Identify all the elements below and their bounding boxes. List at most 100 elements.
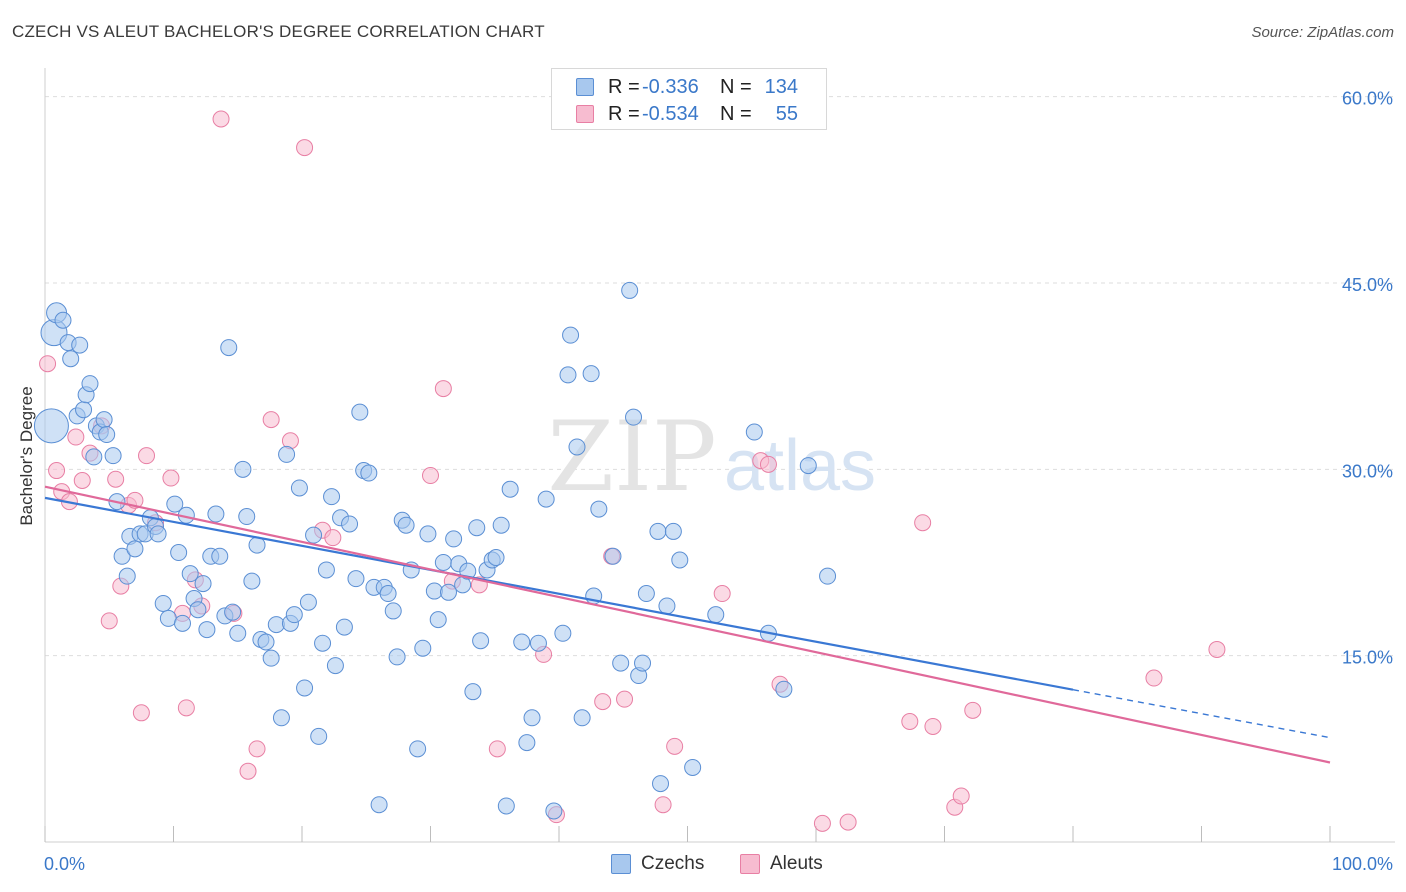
aleut-point	[1145, 669, 1163, 687]
aleut-point	[262, 411, 280, 429]
aleut-point	[48, 462, 66, 480]
czech-point	[582, 365, 600, 383]
czech-point	[562, 326, 580, 344]
czech-swatch	[576, 78, 594, 96]
n-value: 55	[775, 102, 798, 125]
czech-point	[634, 654, 652, 672]
czech-point	[523, 709, 541, 727]
aleut-point	[107, 470, 125, 488]
czech-point	[267, 616, 285, 634]
czech-point	[612, 654, 630, 672]
czech-point	[671, 551, 689, 569]
czech-point	[81, 375, 99, 393]
czech-point	[159, 609, 177, 627]
stats-legend: R = -0.336 N = 134 R = -0.534 N = 55	[551, 68, 827, 130]
czech-point	[296, 679, 314, 697]
czech-point	[326, 657, 344, 675]
czech-point	[305, 526, 323, 544]
czech-point	[819, 567, 837, 585]
y-tick-label: 60.0%	[1342, 89, 1393, 109]
czech-point	[351, 403, 369, 421]
czech-point	[518, 734, 536, 752]
czech-point	[445, 530, 463, 548]
czech-point	[604, 547, 622, 565]
legend-item-aleuts[interactable]: Aleuts	[740, 852, 823, 876]
czech-point	[194, 575, 212, 593]
aleut-point	[67, 428, 85, 446]
czech-point	[707, 606, 725, 624]
x-tick-label: 100.0%	[1332, 854, 1393, 874]
aleut-point	[39, 355, 57, 373]
czech-point	[439, 583, 457, 601]
czech-point	[181, 565, 199, 583]
aleut-trend-line	[44, 485, 1331, 764]
czech-point	[211, 547, 229, 565]
aleut-point	[162, 469, 180, 487]
aleut-point	[666, 737, 684, 755]
aleut-point	[73, 471, 91, 489]
czech-point	[370, 796, 388, 814]
czech-point	[409, 740, 427, 758]
aleut-point	[952, 787, 970, 805]
czech-point	[335, 618, 353, 636]
legend-item-czechs[interactable]: Czechs	[611, 852, 704, 876]
czech-point	[272, 709, 290, 727]
czech-point	[170, 544, 188, 562]
czech-point	[323, 488, 341, 506]
legend-row-czechs: R = -0.336 N = 134	[576, 75, 798, 99]
czech-point	[154, 594, 172, 612]
legend-row-aleuts: R = -0.534 N = 55	[576, 102, 798, 126]
czech-point	[238, 508, 256, 526]
x-tick-label: 0.0%	[44, 854, 85, 874]
n-value: 134	[764, 75, 798, 98]
czech-point	[71, 336, 89, 354]
source-note: Source: ZipAtlas.com	[1251, 24, 1394, 41]
czech-point	[173, 614, 191, 632]
aleut-point	[138, 447, 156, 465]
czech-point	[429, 611, 447, 629]
czech-point	[414, 639, 432, 657]
czech-point	[501, 480, 519, 498]
y-tick-label: 45.0%	[1342, 275, 1393, 295]
czech-point	[278, 445, 296, 463]
aleut-point	[759, 455, 777, 473]
czech-swatch	[611, 854, 631, 874]
czech-point	[234, 460, 252, 478]
czech-point	[590, 500, 608, 518]
czech-point	[388, 648, 406, 666]
aleut-swatch	[740, 854, 760, 874]
czech-point	[529, 634, 547, 652]
czech-point	[189, 601, 207, 619]
czech-point	[384, 602, 402, 620]
czech-point	[684, 758, 702, 776]
aleut-point	[964, 701, 982, 719]
czech-point	[652, 775, 670, 793]
aleut-point	[901, 712, 919, 730]
axes	[44, 68, 1395, 843]
r-label: R =	[608, 102, 640, 125]
czech-point	[537, 490, 555, 508]
czech-point	[568, 438, 586, 456]
czech-point	[775, 680, 793, 698]
aleut-point	[248, 740, 266, 758]
czech-point	[341, 515, 359, 533]
czech-point	[464, 683, 482, 701]
czech-point	[658, 597, 676, 615]
aleut-point	[177, 699, 195, 717]
czech-point	[224, 603, 242, 621]
czech-point	[98, 426, 116, 444]
aleut-point	[100, 612, 118, 630]
aleut-point	[239, 762, 257, 780]
czech-point	[425, 582, 443, 600]
aleut-point	[839, 813, 857, 831]
czech-point	[379, 585, 397, 603]
czech-point	[554, 624, 572, 642]
aleut-point	[132, 704, 150, 722]
czech-point	[497, 797, 515, 815]
czech-point	[513, 633, 531, 651]
czech-point	[75, 401, 93, 419]
aleut-point	[914, 514, 932, 532]
czech-point	[419, 525, 437, 543]
czech-point	[649, 522, 667, 540]
czech-point	[118, 567, 136, 585]
